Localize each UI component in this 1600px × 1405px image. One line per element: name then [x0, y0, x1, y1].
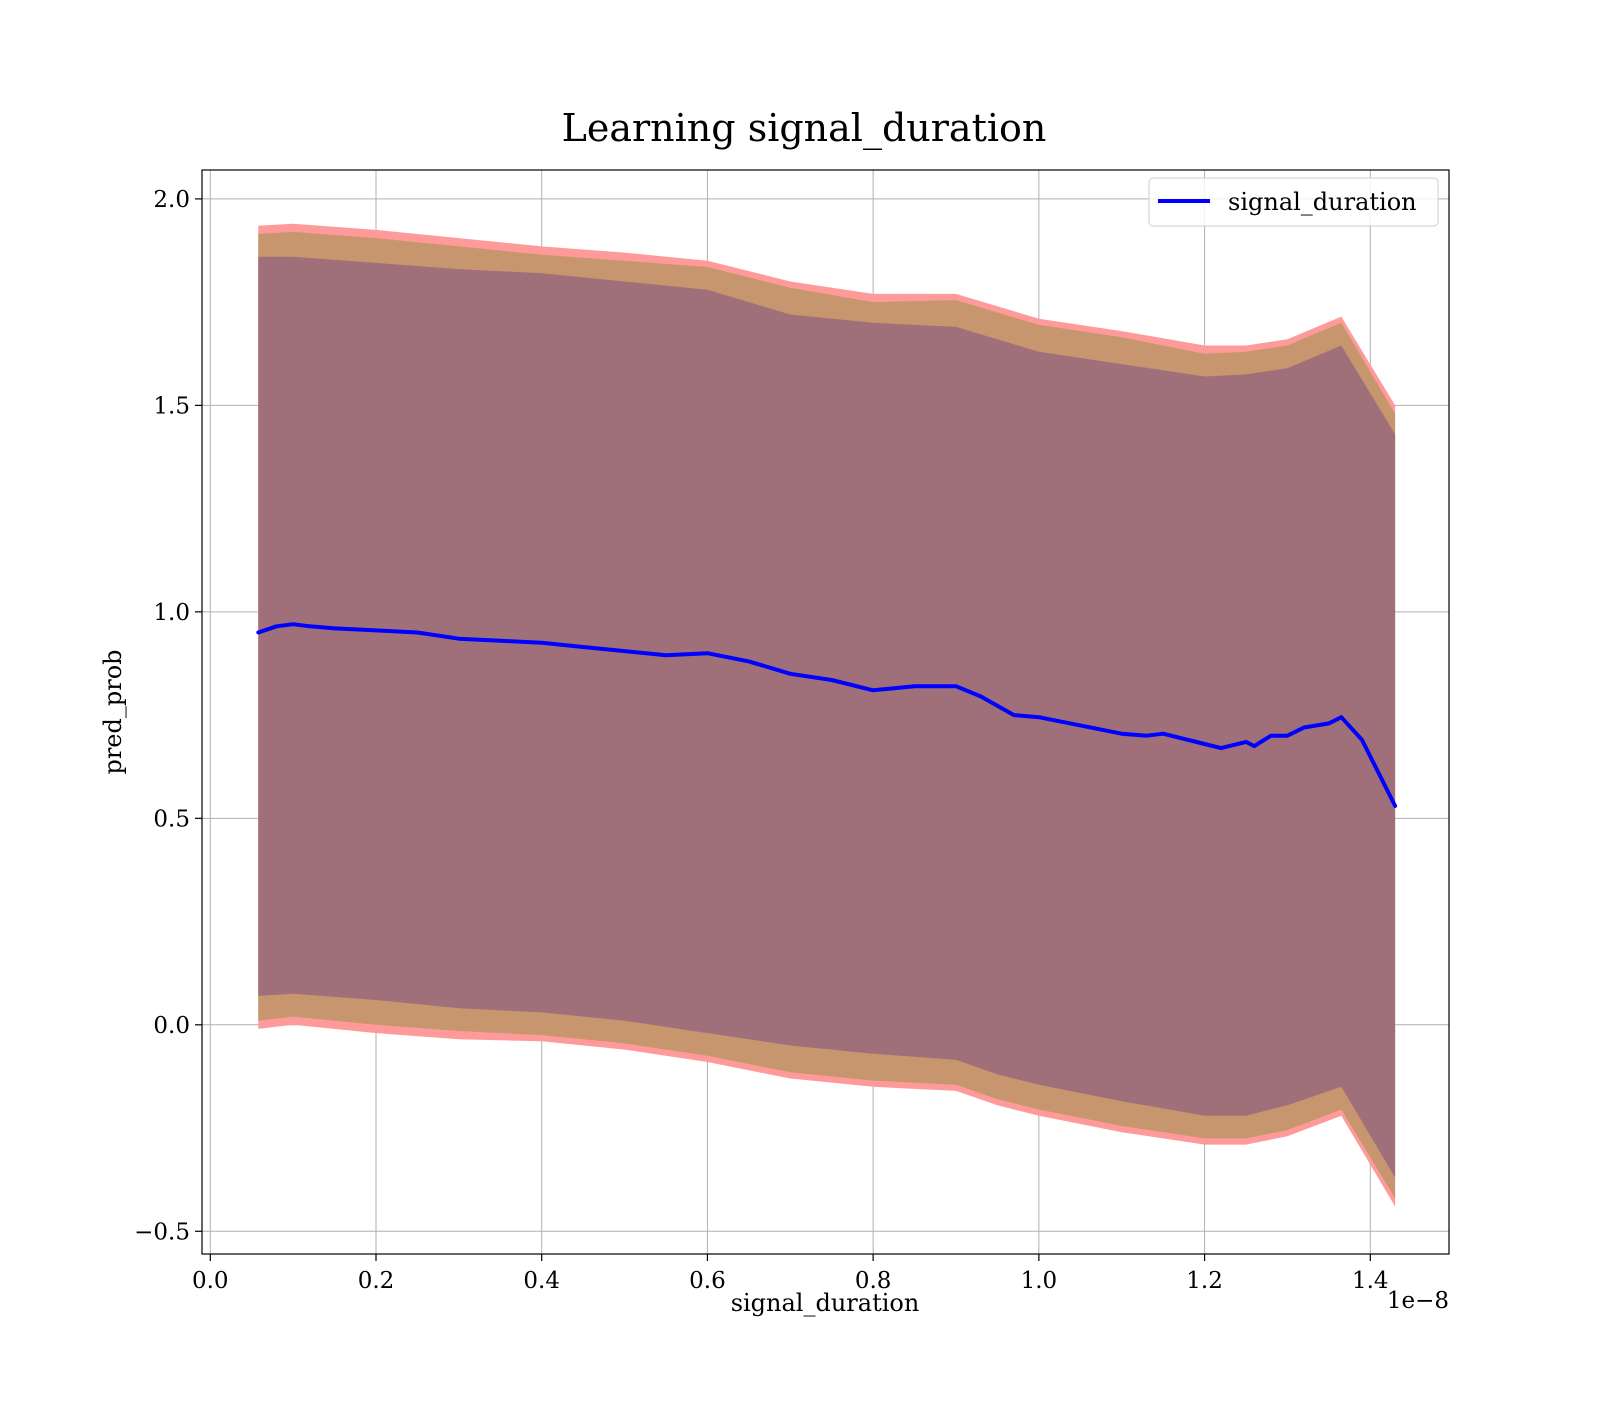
y-tick-label: 1.5 — [153, 393, 190, 419]
x-tick-label: 0.2 — [358, 1268, 395, 1294]
y-tick-label: −0.5 — [134, 1219, 190, 1245]
x-tick-label: 0.6 — [689, 1268, 726, 1294]
x-axis-offset-label: 1e−8 — [1387, 1288, 1449, 1314]
y-axis-ticks: −0.5 0.0 0.5 1.0 1.5 2.0 — [134, 187, 202, 1245]
y-tick-label: 1.0 — [153, 600, 190, 626]
series-line-signal-duration — [256, 622, 1398, 808]
x-tick-label: 1.0 — [1021, 1268, 1058, 1294]
series-lines — [256, 622, 1398, 808]
y-axis-label: pred_prob — [99, 649, 127, 774]
y-tick-label: 2.0 — [153, 187, 190, 213]
plot-frame — [201, 169, 1450, 1255]
chart-title: Learning signal_duration — [562, 106, 1047, 151]
legend-entry-signal-duration: signal_duration — [1228, 188, 1417, 216]
y-tick-label: 0.5 — [153, 806, 190, 832]
legend: signal_duration — [1148, 177, 1439, 227]
confidence-bands — [258, 223, 1396, 1207]
x-tick-label: 0.8 — [855, 1268, 892, 1294]
y-tick-label: 0.0 — [153, 1013, 190, 1039]
x-tick-label: 1.4 — [1352, 1268, 1389, 1294]
x-axis-label: signal_duration — [731, 1289, 920, 1317]
x-tick-label: 0.4 — [523, 1268, 560, 1294]
x-tick-label: 1.2 — [1186, 1268, 1223, 1294]
x-tick-label: 0.0 — [192, 1268, 229, 1294]
legend-box — [1148, 177, 1439, 227]
x-axis-ticks: 0.0 0.2 0.4 0.6 0.8 1.0 1.2 1.4 — [192, 1254, 1389, 1294]
band-inner — [258, 256, 1396, 1178]
